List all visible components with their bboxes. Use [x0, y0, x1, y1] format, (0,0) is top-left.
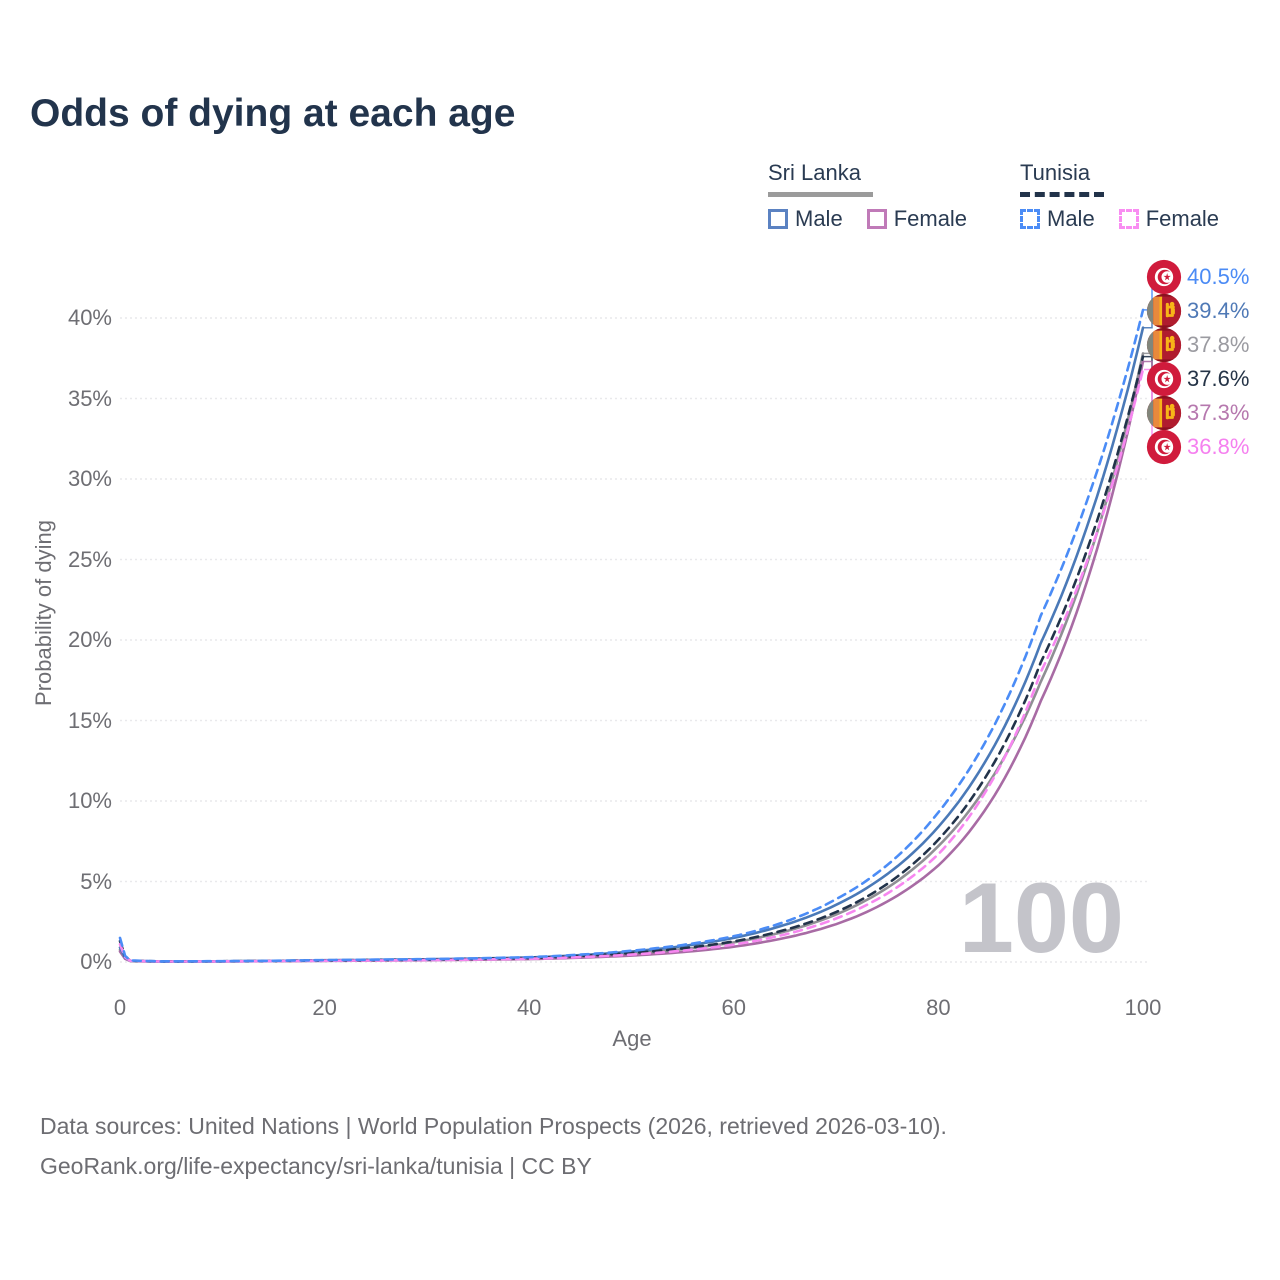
- tunisia-flag-icon: [1146, 429, 1182, 465]
- y-tick-label: 15%: [67, 707, 112, 733]
- tunisia-flag-icon: [1146, 361, 1182, 397]
- legend-swatch-dashed-pink: [1118, 209, 1139, 229]
- legend-swatch-solid-blue: [768, 209, 788, 229]
- legend-item-label: Female: [893, 206, 968, 231]
- end-label-row-tunisia-female: 36.8%: [1146, 429, 1249, 465]
- y-tick-label: 5%: [80, 868, 112, 894]
- legend-swatch-solid-pink: [866, 209, 887, 229]
- end-label-row-sri-lanka-both: 37.8%: [1146, 327, 1249, 363]
- legend-item-tunisia-male[interactable]: Male: [1020, 206, 1095, 232]
- end-label-value: 37.3%: [1187, 400, 1250, 425]
- series-line-sri-lanka-both[interactable]: [118, 352, 1145, 963]
- page-title: Odds of dying at each age: [30, 92, 516, 135]
- x-tick-label: 60: [721, 995, 747, 1020]
- series-line-tunisia-both[interactable]: [118, 355, 1145, 963]
- x-tick-label: 100: [1124, 995, 1162, 1020]
- y-tick-label: 20%: [67, 627, 112, 652]
- end-label-value: 36.8%: [1187, 434, 1250, 459]
- legend-item-label: Male: [1047, 206, 1095, 231]
- legend-solid-line-swatch: [768, 192, 873, 197]
- end-label-row-sri-lanka-female: 37.3%: [1146, 395, 1249, 431]
- y-tick-label: 40%: [67, 305, 112, 330]
- series-line-sri-lanka-male[interactable]: [118, 326, 1145, 963]
- series-line-sri-lanka-female[interactable]: [118, 360, 1145, 963]
- tunisia-flag-icon: [1146, 259, 1182, 295]
- legend-swatch-dashed-blue: [1020, 209, 1040, 229]
- series-line-tunisia-male[interactable]: [118, 308, 1145, 963]
- legend-group-sri-lanka[interactable]: Sri Lanka Male Female: [768, 160, 967, 232]
- end-label-value: 37.8%: [1187, 332, 1250, 357]
- legend-item-sri-lanka-male[interactable]: Male: [768, 206, 843, 232]
- end-label-row-sri-lanka-male: 39.4%: [1146, 293, 1249, 329]
- x-tick-label: 80: [926, 995, 951, 1020]
- sri-lanka-flag-icon: [1146, 327, 1182, 363]
- end-label-value: 39.4%: [1187, 298, 1250, 323]
- footer-line-1: Data sources: United Nations | World Pop…: [40, 1113, 947, 1139]
- y-tick-label: 35%: [67, 385, 112, 411]
- end-label-row-tunisia-both: 37.6%: [1146, 361, 1249, 397]
- legend-group-tunisia[interactable]: Tunisia Male Female: [1020, 160, 1219, 232]
- end-label-row-tunisia-male: 40.5%: [1146, 259, 1249, 295]
- legend-dashed-line-swatch: [1020, 192, 1104, 197]
- legend-item-label: Male: [795, 206, 843, 231]
- x-axis-title: Age: [612, 1026, 652, 1051]
- age-watermark: 100: [958, 862, 1124, 973]
- legend-country-label[interactable]: Sri Lanka: [768, 160, 861, 185]
- end-label-value: 37.6%: [1187, 366, 1250, 391]
- legend-item-sri-lanka-female[interactable]: Female: [866, 206, 968, 232]
- y-tick-label: 0%: [80, 949, 112, 974]
- data-sources-footer: Data sources: United Nations | World Pop…: [40, 1106, 1240, 1186]
- x-tick-label: 0: [113, 995, 127, 1020]
- sri-lanka-flag-icon: [1146, 293, 1182, 329]
- series-line-tunisia-female[interactable]: [118, 368, 1145, 963]
- sri-lanka-flag-icon: [1146, 395, 1182, 431]
- footer-line-2: GeoRank.org/life-expectancy/sri-lanka/tu…: [40, 1153, 592, 1179]
- y-tick-label: 10%: [67, 788, 112, 813]
- x-tick-label: 40: [516, 995, 542, 1020]
- legend-country-label[interactable]: Tunisia: [1020, 160, 1091, 185]
- legend-item-tunisia-female[interactable]: Female: [1118, 206, 1220, 232]
- y-tick-label: 25%: [67, 546, 112, 572]
- legend-item-label: Female: [1145, 206, 1220, 231]
- y-tick-label: 30%: [67, 466, 112, 491]
- end-label-value: 40.5%: [1187, 264, 1250, 289]
- x-tick-label: 20: [312, 995, 337, 1020]
